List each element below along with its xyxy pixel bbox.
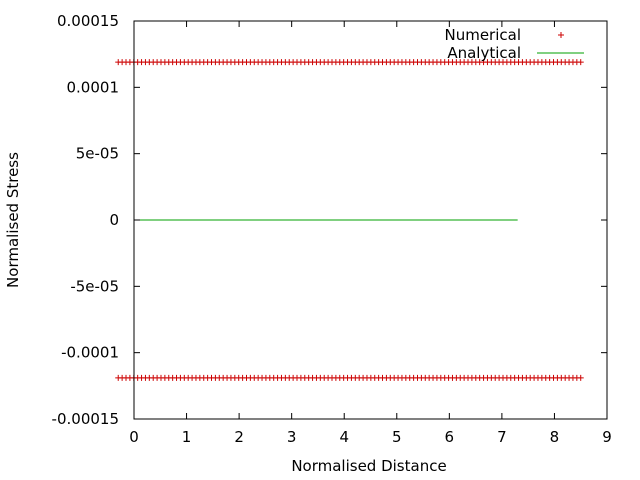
numerical-point xyxy=(577,59,584,66)
y-tick-label: 5e-05 xyxy=(76,145,119,163)
y-ticks: 0.00015 0.0001 5e-05 0 -5e-05 -0.0001 -0.00015 xyxy=(52,12,607,428)
y-tick-label: -0.0001 xyxy=(61,344,119,362)
x-ticks: 0 1 2 3 4 5 6 7 8 9 xyxy=(129,21,612,446)
y-tick-label: -5e-05 xyxy=(70,277,119,295)
x-tick-label: 8 xyxy=(550,428,560,446)
legend-marker-numerical xyxy=(558,32,564,38)
y-tick-label: 0.00015 xyxy=(57,12,119,30)
legend-label-analytical: Analytical xyxy=(447,44,521,62)
x-tick-label: 3 xyxy=(287,428,297,446)
numerical-point-row xyxy=(115,374,584,381)
x-tick-label: 4 xyxy=(339,428,349,446)
legend: Numerical Analytical xyxy=(444,26,584,62)
x-tick-label: 2 xyxy=(234,428,244,446)
y-tick-label: -0.00015 xyxy=(52,410,119,428)
plot-marks xyxy=(115,59,584,381)
x-tick-label: 0 xyxy=(129,428,139,446)
x-tick-label: 9 xyxy=(602,428,612,446)
numerical-point-row xyxy=(115,59,584,66)
x-tick-label: 1 xyxy=(182,428,192,446)
legend-marker-point xyxy=(558,32,564,38)
y-tick-label: 0 xyxy=(109,211,119,229)
y-axis-title: Normalised Stress xyxy=(4,152,22,288)
numerical-point xyxy=(577,374,584,381)
x-tick-label: 7 xyxy=(497,428,507,446)
x-tick-label: 6 xyxy=(445,428,455,446)
legend-label-numerical: Numerical xyxy=(444,26,521,44)
x-axis-title: Normalised Distance xyxy=(291,457,446,475)
x-tick-label: 5 xyxy=(392,428,402,446)
y-tick-label: 0.0001 xyxy=(67,78,120,96)
